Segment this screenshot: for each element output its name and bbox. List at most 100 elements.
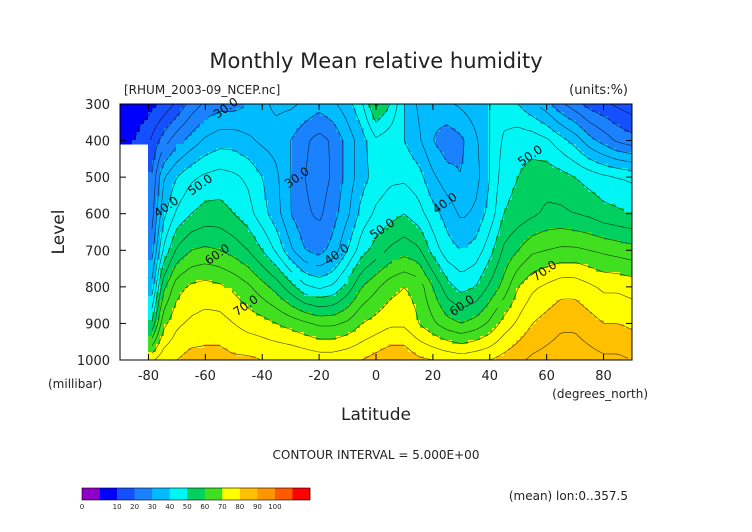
- field-cell: [608, 216, 613, 221]
- field-cell: [252, 196, 257, 201]
- field-cell: [328, 152, 333, 157]
- field-cell: [316, 244, 321, 249]
- field-cell: [536, 160, 541, 165]
- field-cell: [596, 128, 601, 133]
- field-cell: [284, 180, 289, 185]
- field-cell: [164, 220, 169, 225]
- field-cell: [268, 232, 273, 237]
- field-cell: [512, 204, 517, 209]
- field-cell: [164, 212, 169, 217]
- field-cell: [508, 232, 513, 237]
- field-cell: [432, 260, 437, 265]
- field-cell: [580, 244, 585, 249]
- field-cell: [172, 156, 177, 161]
- field-cell: [220, 260, 225, 265]
- field-cell: [628, 208, 633, 213]
- field-cell: [216, 140, 221, 145]
- field-cell: [260, 108, 265, 113]
- field-cell: [376, 216, 381, 221]
- field-cell: [448, 244, 453, 249]
- field-cell: [456, 168, 461, 173]
- field-cell: [336, 124, 341, 129]
- field-cell: [232, 160, 237, 165]
- field-cell: [148, 124, 153, 129]
- field-cell: [536, 172, 541, 177]
- field-cell: [356, 180, 361, 185]
- field-cell: [368, 204, 373, 209]
- field-cell: [300, 196, 305, 201]
- field-cell: [580, 232, 585, 237]
- field-cell: [420, 204, 425, 209]
- field-cell: [164, 148, 169, 153]
- field-cell: [368, 216, 373, 221]
- field-cell: [432, 188, 437, 193]
- field-cell: [152, 204, 157, 209]
- field-cell: [432, 108, 437, 113]
- field-cell: [472, 148, 477, 153]
- field-cell: [276, 240, 281, 245]
- field-cell: [512, 208, 517, 213]
- field-cell: [292, 156, 297, 161]
- field-cell: [320, 260, 325, 265]
- field-cell: [196, 212, 201, 217]
- field-cell: [388, 208, 393, 213]
- field-cell: [204, 228, 209, 233]
- field-cell: [308, 180, 313, 185]
- field-cell: [616, 172, 621, 177]
- field-cell: [272, 132, 277, 137]
- field-cell: [336, 120, 341, 125]
- field-cell: [496, 104, 501, 109]
- field-cell: [404, 216, 409, 221]
- field-cell: [384, 192, 389, 197]
- field-cell: [448, 208, 453, 213]
- field-cell: [288, 112, 293, 117]
- field-cell: [172, 196, 177, 201]
- field-cell: [464, 244, 469, 249]
- field-cell: [372, 108, 377, 113]
- field-cell: [292, 184, 297, 189]
- field-cell: [272, 172, 277, 177]
- field-cell: [408, 236, 413, 241]
- field-cell: [332, 200, 337, 205]
- field-cell: [264, 144, 269, 149]
- field-cell: [240, 116, 245, 121]
- field-cell: [228, 108, 233, 113]
- field-cell: [340, 152, 345, 157]
- field-cell: [356, 208, 361, 213]
- field-cell: [348, 216, 353, 221]
- field-cell: [492, 188, 497, 193]
- field-cell: [524, 112, 529, 117]
- field-cell: [156, 240, 161, 245]
- field-cell: [568, 228, 573, 233]
- field-cell: [308, 236, 313, 241]
- field-cell: [252, 132, 257, 137]
- field-cell: [184, 144, 189, 149]
- field-cell: [460, 140, 465, 145]
- field-cell: [220, 180, 225, 185]
- field-cell: [616, 256, 621, 261]
- field-cell: [492, 264, 497, 269]
- field-cell: [184, 200, 189, 205]
- field-cell: [224, 208, 229, 213]
- field-cell: [596, 252, 601, 257]
- field-cell: [340, 184, 345, 189]
- field-cell: [264, 224, 269, 229]
- field-cell: [228, 168, 233, 173]
- field-cell: [612, 228, 617, 233]
- field-cell: [264, 192, 269, 197]
- field-cell: [168, 144, 173, 149]
- field-cell: [604, 256, 609, 261]
- field-cell: [560, 256, 565, 261]
- field-cell: [516, 120, 521, 125]
- field-cell: [520, 200, 525, 205]
- field-cell: [456, 244, 461, 249]
- field-cell: [444, 240, 449, 245]
- field-cell: [436, 204, 441, 209]
- field-cell: [196, 216, 201, 221]
- field-cell: [204, 144, 209, 149]
- field-cell: [388, 264, 393, 269]
- field-cell: [260, 228, 265, 233]
- field-cell: [616, 160, 621, 165]
- field-cell: [612, 248, 617, 253]
- field-cell: [468, 188, 473, 193]
